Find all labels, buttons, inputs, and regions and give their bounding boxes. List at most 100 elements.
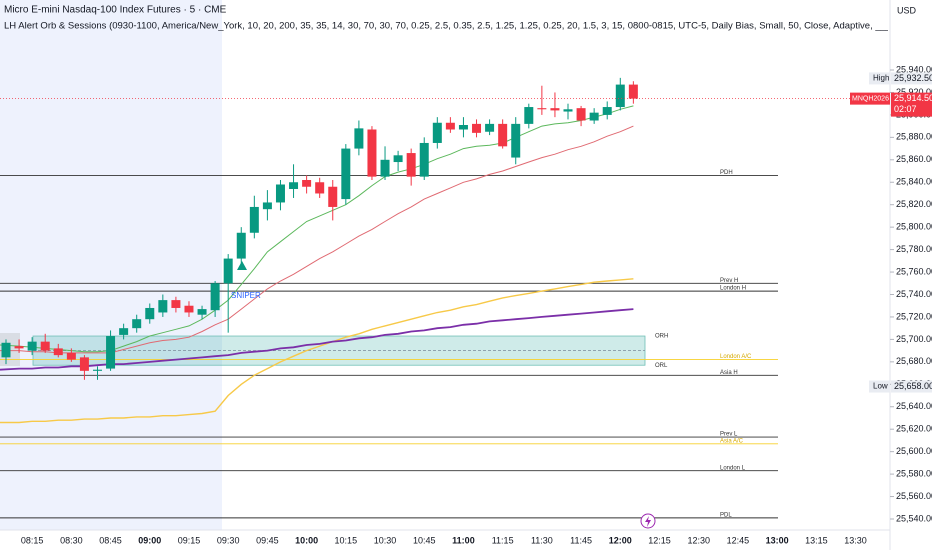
candle-body: [249, 206, 259, 233]
y-tick-label: 25,860.00: [896, 154, 932, 164]
x-tick-label: 08:15: [21, 535, 44, 545]
x-tick-label: 13:30: [844, 535, 867, 545]
candle-body: [445, 122, 455, 130]
candle-body: [354, 128, 364, 149]
x-tick-label: 12:30: [687, 535, 710, 545]
candle-body: [393, 155, 403, 163]
x-tick-label: 11:15: [492, 535, 514, 545]
x-tick-label: 09:15: [178, 535, 201, 545]
y-tick-label: 25,680.00: [896, 356, 932, 366]
candle-body: [341, 148, 351, 200]
candle-body: [184, 305, 194, 313]
x-tick-label: 11:00: [452, 535, 475, 545]
marker-value: 25,932.50: [894, 73, 932, 83]
y-tick-label: 25,700.00: [896, 334, 932, 344]
candle-body: [589, 112, 599, 121]
chart-title: Micro E-mini Nasdaq-100 Index Futures · …: [4, 5, 227, 16]
marker-name-box: [869, 380, 890, 393]
y-tick-label: 25,760.00: [896, 266, 932, 276]
level-label: Asia A/C: [720, 438, 744, 444]
candle-body: [563, 109, 573, 112]
candle-body: [328, 186, 338, 207]
candle-body: [576, 108, 586, 121]
y-tick-label: 25,620.00: [896, 424, 932, 434]
candle-body: [1, 342, 11, 358]
candle-body: [119, 328, 129, 335]
level-label: PDH: [720, 170, 733, 176]
candle-body: [106, 336, 116, 369]
candle-body: [315, 182, 325, 194]
level-label: Asia H: [720, 370, 738, 376]
y-tick-label: 25,560.00: [896, 491, 932, 501]
countdown: 02:07: [894, 104, 917, 114]
last-price-label: 25,914.50: [894, 93, 932, 103]
x-tick-label: 11:30: [531, 535, 553, 545]
candle-body: [302, 180, 312, 187]
candle-body: [145, 307, 155, 320]
y-tick-label: 25,820.00: [896, 199, 932, 209]
candle-body: [171, 300, 181, 308]
level-label: London L: [720, 465, 746, 471]
level-label: London H: [720, 286, 746, 292]
candle-body: [40, 341, 50, 351]
candle-body: [458, 125, 468, 130]
symbol-label: MNQH2026: [852, 95, 889, 102]
candle-body: [432, 122, 442, 143]
y-tick-label: 25,600.00: [896, 446, 932, 456]
y-tick-label: 25,840.00: [896, 177, 932, 187]
signal-label: SNIPER: [231, 291, 261, 300]
indicator-label: LH Alert Orb & Sessions (0930-1100, Amer…: [4, 21, 932, 32]
candle-body: [14, 346, 24, 349]
candle-body: [92, 369, 102, 371]
y-tick-label: 25,740.00: [896, 289, 932, 299]
candle-body: [485, 123, 495, 132]
x-tick-label: 09:00: [138, 535, 161, 545]
candle-body: [550, 108, 560, 111]
candle-body: [236, 232, 246, 259]
candle-body: [262, 202, 272, 210]
symbol-box: [850, 92, 890, 105]
candle-body: [197, 309, 207, 315]
y-tick-label: 25,720.00: [896, 311, 932, 321]
indicator-line: [0, 278, 634, 424]
y-tick-label: 25,540.00: [896, 513, 932, 523]
candle-body: [79, 357, 89, 371]
y-tick-label: 25,780.00: [896, 244, 932, 254]
marker-value-box: [891, 380, 932, 393]
plot: ORH ORL PDH Prev H London H London A/C Asia H P…: [0, 77, 778, 518]
y-tick-label: 25,640.00: [896, 401, 932, 411]
marker-name: Low: [873, 382, 888, 391]
orl-label: ORL: [655, 363, 668, 369]
candle-body: [27, 341, 37, 351]
candle-body: [406, 153, 416, 177]
marker-name: High: [873, 74, 889, 83]
x-tick-label: 11:45: [570, 535, 592, 545]
candle-body: [275, 184, 285, 203]
x-tick-label: 09:45: [256, 535, 279, 545]
last-price-box: [891, 92, 932, 117]
y-tick-label: 25,920.00: [896, 87, 932, 97]
candle-body: [511, 123, 521, 158]
candle-body: [289, 182, 299, 189]
candle-body: [158, 300, 168, 313]
candle-body: [524, 107, 534, 124]
y-tick-label: 25,800.00: [896, 222, 932, 232]
candle-body: [419, 142, 429, 177]
x-tick-label: 12:45: [727, 535, 750, 545]
x-tick-label: 10:45: [413, 535, 436, 545]
x-tick-label: 09:30: [217, 535, 240, 545]
y-tick-label: 25,880.00: [896, 132, 932, 142]
x-tick-label: 10:15: [335, 535, 358, 545]
marker-value-box: [891, 72, 932, 85]
marker-value: 25,658.00: [894, 381, 932, 391]
x-tick-label: 12:00: [609, 535, 632, 545]
candle-body: [132, 319, 142, 329]
x-tick-label: 13:00: [766, 535, 789, 545]
orh-label: ORH: [655, 334, 668, 340]
x-tick-label: 10:30: [374, 535, 397, 545]
currency: USD: [897, 5, 917, 15]
candle-body: [223, 258, 233, 284]
level-label: Prev H: [720, 278, 738, 284]
